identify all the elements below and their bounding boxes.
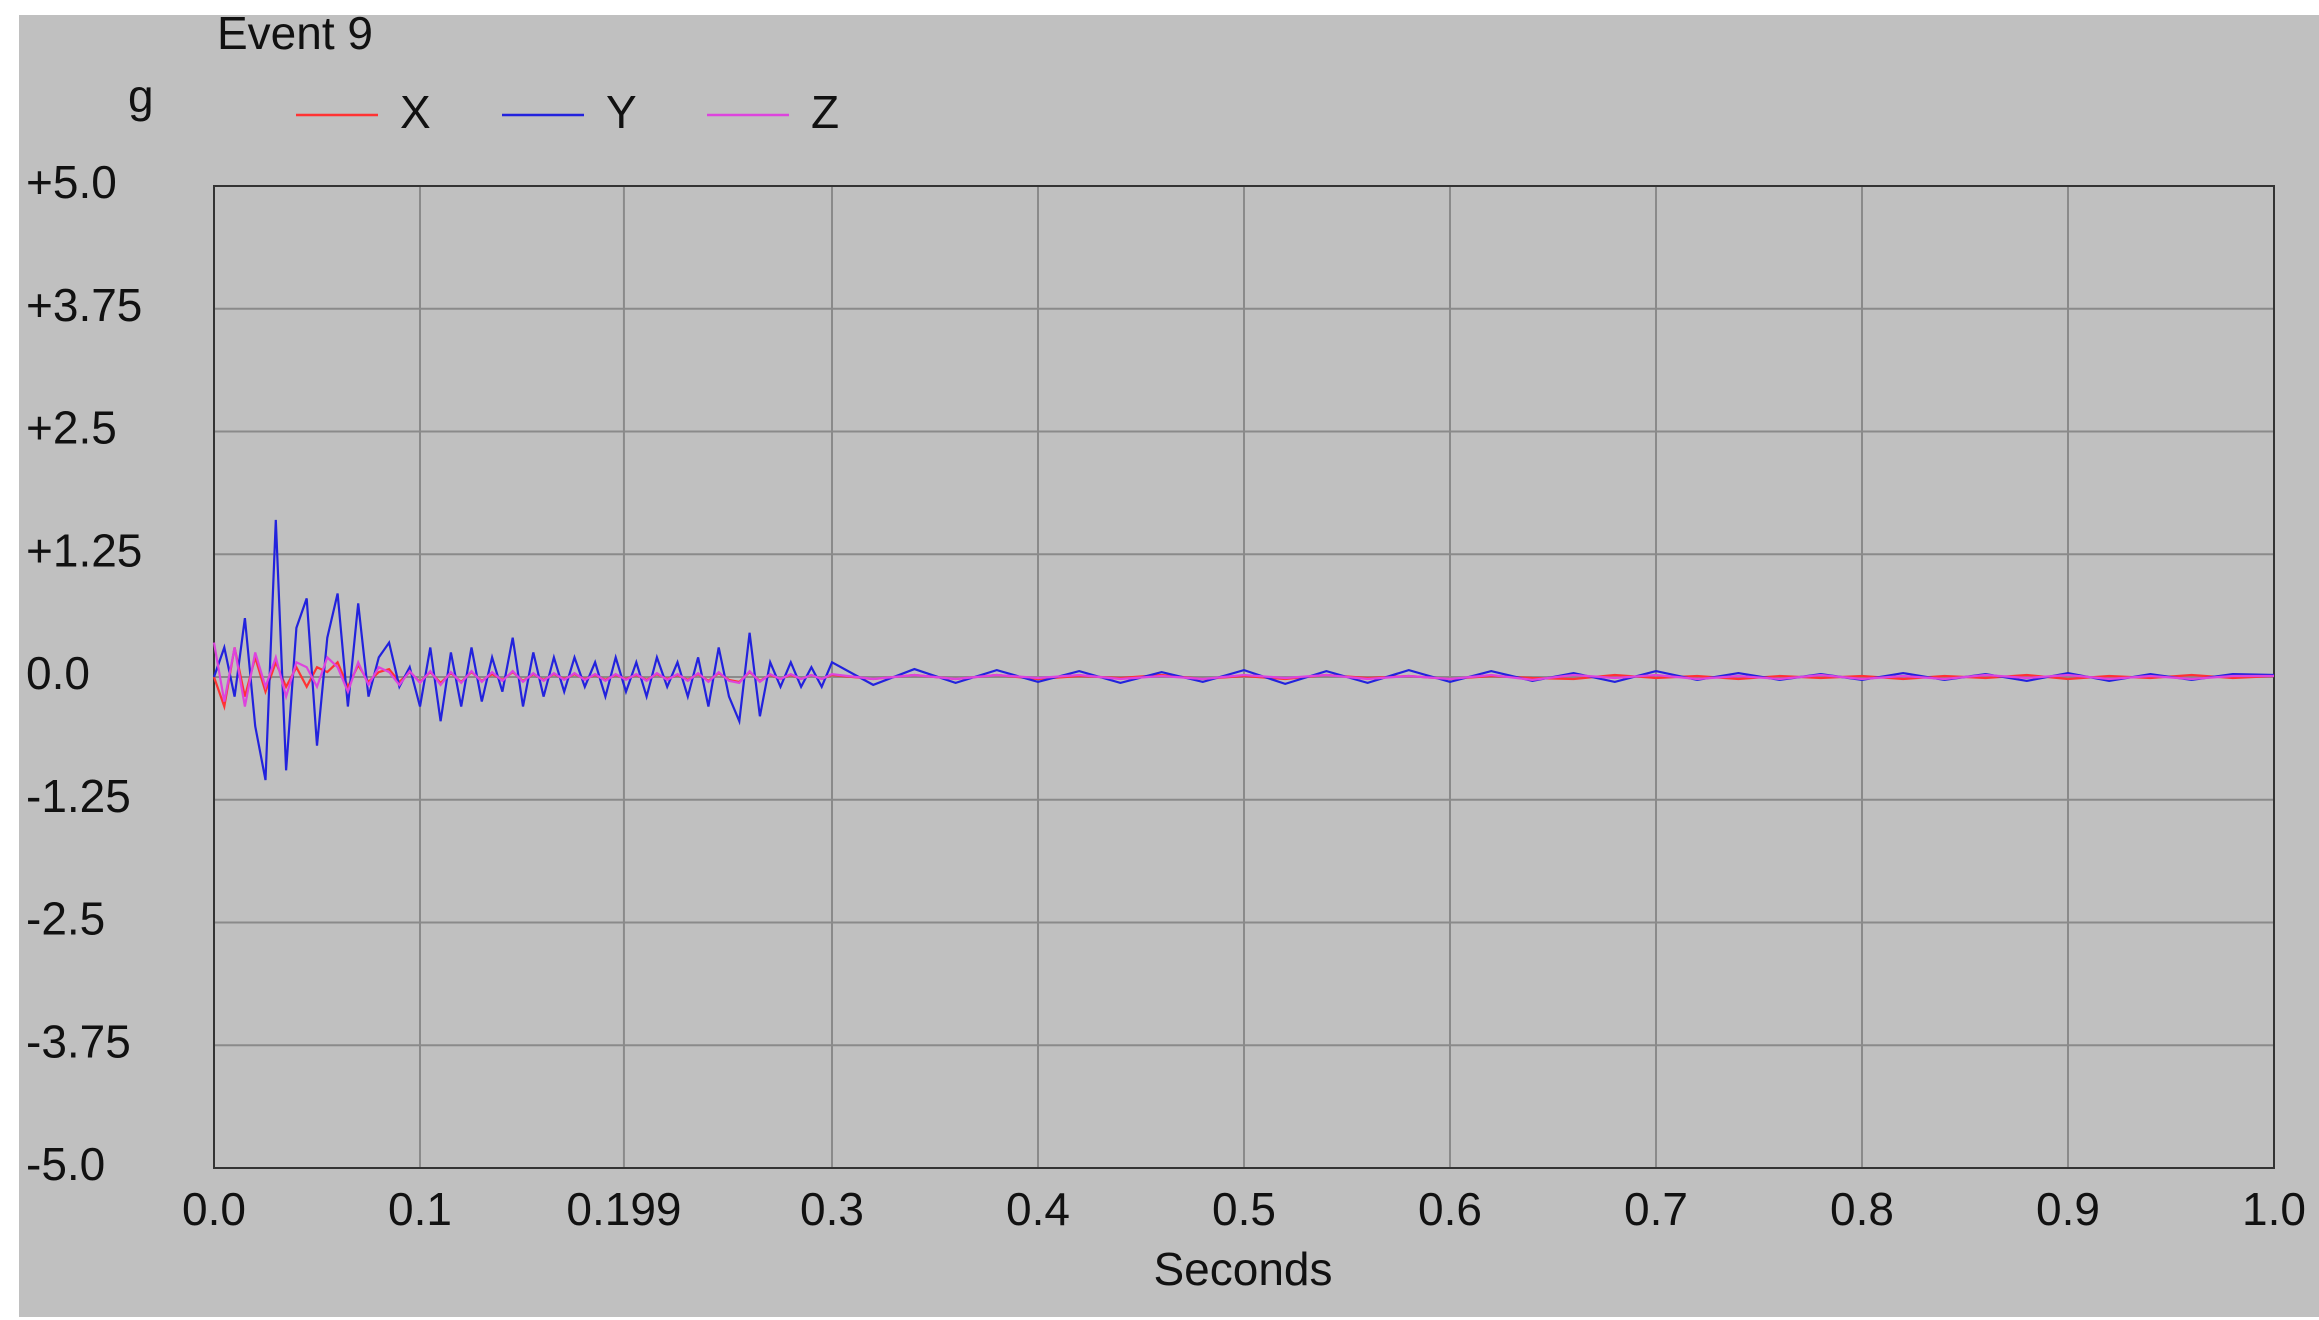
background bbox=[19, 15, 2319, 1317]
y-tick-label: +2.5 bbox=[26, 402, 117, 454]
y-tick-label: +5.0 bbox=[26, 156, 117, 208]
y-tick-label: +3.75 bbox=[26, 279, 142, 331]
x-tick-label: 0.0 bbox=[182, 1183, 246, 1235]
x-tick-label: 0.3 bbox=[800, 1183, 864, 1235]
x-tick-label: 0.9 bbox=[2036, 1183, 2100, 1235]
series-line bbox=[212, 642, 2274, 707]
x-tick-label: 0.5 bbox=[1212, 1183, 1276, 1235]
x-tick-label: 0.1 bbox=[388, 1183, 452, 1235]
y-axis-label: g bbox=[128, 70, 154, 122]
y-tick-label: -5.0 bbox=[26, 1138, 105, 1190]
series-line bbox=[212, 519, 2275, 781]
chart-title: Event 9 bbox=[217, 7, 373, 59]
y-tick-label: 0.0 bbox=[26, 647, 90, 699]
y-tick-label: -2.5 bbox=[26, 893, 105, 945]
x-tick-label: 0.4 bbox=[1006, 1183, 1070, 1235]
legend-label: Z bbox=[811, 86, 839, 138]
x-tick-label: 0.8 bbox=[1830, 1183, 1894, 1235]
x-tick-label: 0.7 bbox=[1624, 1183, 1688, 1235]
x-tick-label: 0.6 bbox=[1418, 1183, 1482, 1235]
y-tick-label: -1.25 bbox=[26, 770, 131, 822]
x-axis-label: Seconds bbox=[1153, 1243, 1332, 1295]
legend-label: Y bbox=[606, 86, 637, 138]
legend-label: X bbox=[400, 86, 431, 138]
y-tick-label: -3.75 bbox=[26, 1015, 131, 1067]
x-tick-label: 0.199 bbox=[566, 1183, 681, 1235]
y-tick-label: +1.25 bbox=[26, 524, 142, 576]
x-tick-label: 1.0 bbox=[2242, 1183, 2306, 1235]
